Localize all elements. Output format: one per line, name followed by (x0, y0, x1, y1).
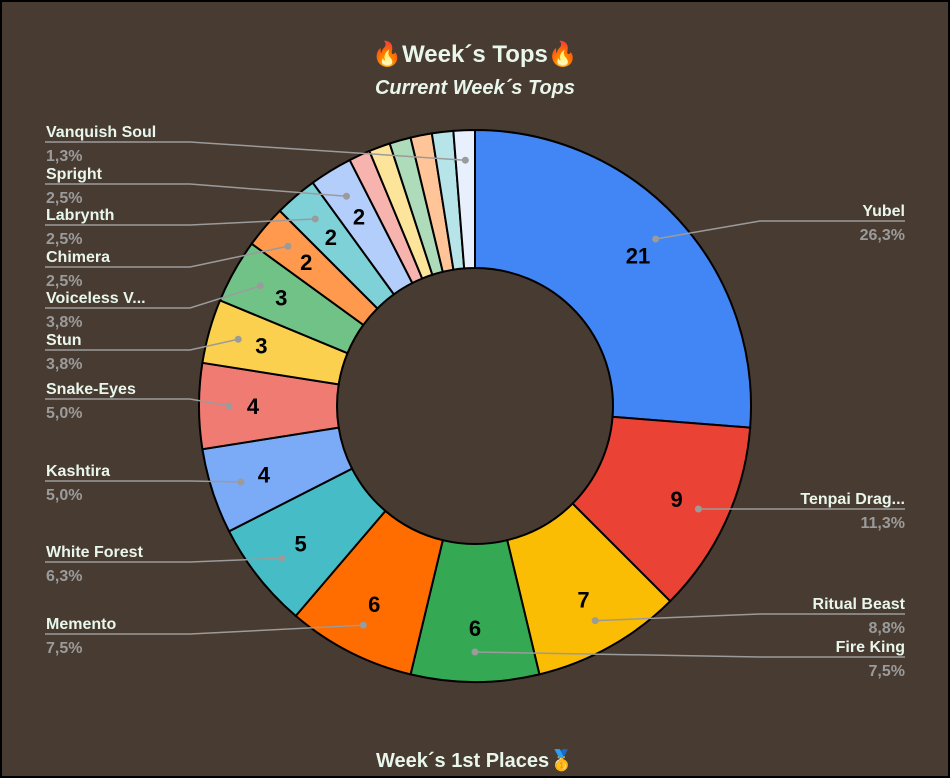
callout-label-memento: Memento (46, 616, 116, 633)
value-label-voiceless-v: 3 (275, 286, 287, 311)
callout-dot-yubel (652, 235, 660, 243)
callout-dot-snake-eyes (225, 402, 233, 410)
callout-percent-white-forest: 6,3% (46, 568, 82, 585)
callout-dot-chimera (284, 242, 292, 250)
callout-dot-kashtira (237, 478, 245, 486)
value-label-chimera: 2 (300, 250, 312, 275)
callout-percent-kashtira: 5,0% (46, 487, 82, 504)
callout-dot-fire-king (471, 648, 479, 656)
callout-dot-tenpai-drag (694, 505, 702, 513)
value-label-labrynth: 2 (325, 225, 337, 250)
callout-percent-memento: 7,5% (46, 640, 82, 657)
callout-percent-spright: 2,5% (46, 190, 82, 207)
slice-yubel (474, 128, 752, 429)
value-label-spright: 2 (353, 205, 365, 230)
slices-group (198, 128, 752, 683)
callout-dot-spright (342, 192, 350, 200)
callout-line-voiceless-v (45, 285, 261, 309)
callout-dot-vanquish-soul (461, 156, 469, 164)
callout-dot-stun (234, 335, 242, 343)
callout-line-yubel (655, 220, 905, 240)
footer-title: Week´s 1st Places🥇 (376, 748, 574, 772)
callout-line-spright (45, 183, 347, 197)
value-label-fire-king: 6 (469, 616, 481, 641)
callout-percent-stun: 3,8% (46, 356, 82, 373)
callout-label-voiceless-v: Voiceless V... (46, 290, 146, 307)
callout-label-white-forest: White Forest (46, 544, 144, 561)
callout-line-white-forest (45, 557, 282, 563)
callout-label-spright: Spright (46, 166, 103, 183)
value-label-snake-eyes: 4 (247, 394, 260, 419)
value-label-memento: 6 (368, 592, 380, 617)
callout-dot-voiceless-v (256, 282, 264, 290)
callout-label-kashtira: Kashtira (46, 463, 110, 480)
callout-dot-memento (359, 621, 367, 629)
callout-label-snake-eyes: Snake-Eyes (46, 381, 136, 398)
callout-percent-chimera: 2,5% (46, 273, 82, 290)
callout-percent-voiceless-v: 3,8% (46, 314, 82, 331)
callout-line-fire-king (474, 651, 905, 658)
callout-percent-tenpai-drag: 11,3% (861, 515, 905, 532)
callout-label-ritual-beast: Ritual Beast (813, 596, 906, 613)
value-label-tenpai-drag: 9 (670, 487, 682, 512)
callout-dot-labrynth (311, 215, 319, 223)
callout-label-chimera: Chimera (46, 249, 110, 266)
callout-label-yubel: Yubel (862, 203, 905, 220)
callout-percent-ritual-beast: 8,8% (869, 620, 905, 637)
value-label-white-forest: 5 (295, 531, 307, 556)
value-label-stun: 3 (255, 334, 267, 359)
callout-label-labrynth: Labrynth (46, 207, 114, 224)
callout-line-snake-eyes (45, 398, 230, 407)
callout-line-kashtira (45, 480, 242, 483)
callout-line-labrynth (45, 218, 316, 226)
value-label-kashtira: 4 (258, 463, 271, 488)
slice-tenpai-drag (571, 415, 752, 603)
callout-label-fire-king: Fire King (836, 639, 905, 656)
callout-percent-labrynth: 2,5% (46, 231, 82, 248)
chart-title: 🔥Week´s Tops🔥 (372, 40, 578, 68)
slice-vanquish-soul (452, 128, 476, 270)
callout-line-ritual-beast (595, 613, 905, 622)
callout-percent-vanquish-soul: 1,3% (46, 148, 82, 165)
callout-percent-snake-eyes: 5,0% (46, 405, 82, 422)
callout-percent-yubel: 26,3% (860, 227, 905, 244)
callout-label-vanquish-soul: Vanquish Soul (46, 124, 156, 141)
callout-line-vanquish-soul (45, 141, 466, 161)
callout-dot-white-forest (278, 554, 286, 562)
callout-label-tenpai-drag: Tenpai Drag... (800, 491, 905, 508)
callout-line-chimera (45, 245, 289, 268)
callout-line-stun (45, 338, 239, 351)
callout-label-stun: Stun (46, 332, 82, 349)
chart-subtitle: Current Week´s Tops (375, 77, 575, 99)
callout-percent-fire-king: 7,5% (869, 663, 905, 680)
value-label-yubel: 21 (626, 243, 650, 268)
callout-dot-ritual-beast (591, 617, 599, 625)
callout-line-memento (45, 624, 364, 635)
value-label-ritual-beast: 7 (577, 588, 589, 613)
